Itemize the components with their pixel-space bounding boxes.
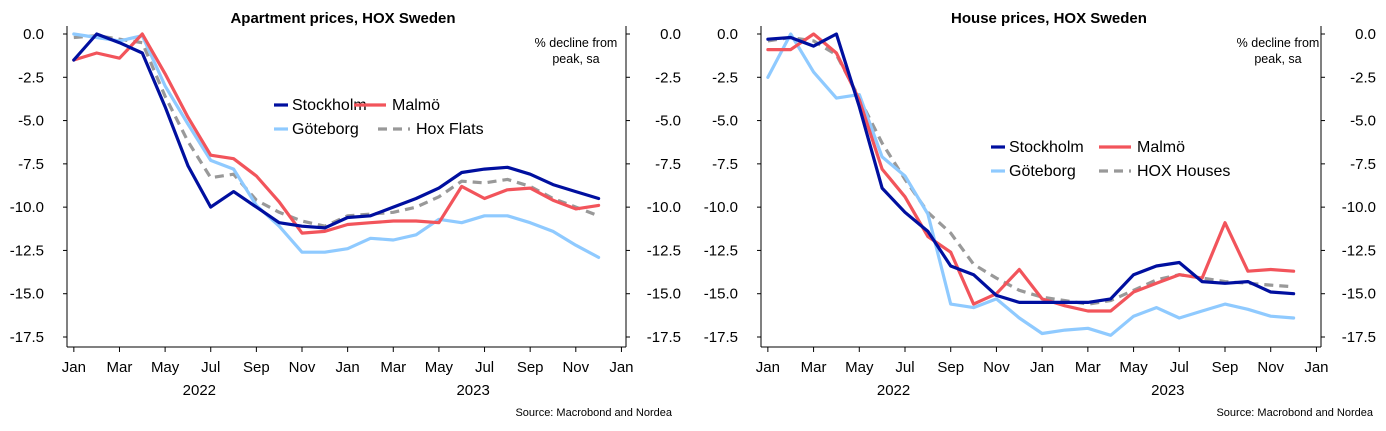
chart2-xtick-label: Sep xyxy=(1212,359,1239,376)
chart2-xtick-label: Jan xyxy=(1030,359,1054,376)
chart1-xtick-label: Jan xyxy=(336,359,360,376)
chart1-ytick-label-left: -12.5 xyxy=(10,242,44,259)
chart1-xtick-label: Jul xyxy=(201,359,220,376)
chart2-year-label: 2023 xyxy=(1151,382,1184,399)
chart1-ytick-label-left: -17.5 xyxy=(10,329,44,346)
chart2-ytick-label-right: -5.0 xyxy=(1350,113,1376,130)
chart1-ytick-label-right: -5.0 xyxy=(655,113,681,130)
chart2-legend-label: Malmö xyxy=(1137,139,1185,156)
chart1-xtick-label: May xyxy=(151,359,180,376)
chart2-title: House prices, HOX Sweden xyxy=(951,10,1147,27)
chart1-ytick-label-right: -15.0 xyxy=(647,286,681,303)
chart1-xtick-label: Jan xyxy=(609,359,633,376)
chart2-series-g-teborg-line xyxy=(766,32,1296,337)
chart1-xtick-label: Nov xyxy=(562,359,589,376)
chart1-legend-label: Göteborg xyxy=(292,121,359,138)
chart1-legend-label: Stockholm xyxy=(292,97,367,114)
chart2-xtick-label: Jul xyxy=(1170,359,1189,376)
chart1-xtick-label: Mar xyxy=(107,359,133,376)
chart1-xtick-label: May xyxy=(425,359,454,376)
chart1-series-malm--line xyxy=(72,32,601,235)
chart1-xtick-label: Sep xyxy=(243,359,270,376)
chart1-annotation: % decline from xyxy=(535,36,618,50)
chart2-ytick-label-left: -2.5 xyxy=(712,69,738,86)
chart2-series-stockholm-line xyxy=(766,32,1296,304)
chart2-source: Source: Macrobond and Nordea xyxy=(1216,407,1373,419)
chart1-ytick-label-left: -10.0 xyxy=(10,199,44,216)
chart1-year-label: 2022 xyxy=(183,382,216,399)
chart1-series-stockholm-line xyxy=(72,32,601,230)
chart1-ytick-label-left: -5.0 xyxy=(18,113,44,130)
chart1-annotation: peak, sa xyxy=(552,52,599,66)
chart2-xtick-label: Mar xyxy=(1075,359,1101,376)
chart1-ytick-label-left: 0.0 xyxy=(23,26,44,43)
chart2-ytick-label-right: -10.0 xyxy=(1342,199,1376,216)
chart1-xtick-label: Sep xyxy=(517,359,544,376)
chart2-xtick-label: Jan xyxy=(756,359,780,376)
chart2-xtick-label: May xyxy=(1119,359,1148,376)
chart2-ytick-label-right: -2.5 xyxy=(1350,69,1376,86)
chart2-xtick-label: Sep xyxy=(937,359,964,376)
chart1-ytick-label-right: -7.5 xyxy=(655,156,681,173)
chart2-ytick-label-right: -12.5 xyxy=(1342,242,1376,259)
chart1-year-label: 2023 xyxy=(456,382,489,399)
chart1-legend-label: Malmö xyxy=(392,97,440,114)
chart2-ytick-label-right: 0.0 xyxy=(1355,26,1376,43)
chart1-ytick-label-right: -2.5 xyxy=(655,69,681,86)
chart1-xtick-label: Jan xyxy=(62,359,86,376)
chart1-ytick-label-left: -7.5 xyxy=(18,156,44,173)
chart1-ytick-label-left: -2.5 xyxy=(18,69,44,86)
chart2-ytick-label-left: -10.0 xyxy=(704,199,738,216)
chart1-xtick-label: Nov xyxy=(289,359,316,376)
chart2-xtick-label: May xyxy=(845,359,874,376)
chart2-xtick-label: Nov xyxy=(1257,359,1284,376)
chart2-ytick-label-left: -12.5 xyxy=(704,242,738,259)
chart2-ytick-label-right: -17.5 xyxy=(1342,329,1376,346)
chart2-ytick-label-right: -15.0 xyxy=(1342,286,1376,303)
chart1-ytick-label-left: -15.0 xyxy=(10,286,44,303)
chart1-series-g-teborg-line xyxy=(72,32,601,259)
chart1-xtick-label: Mar xyxy=(380,359,406,376)
chart2-legend-label: HOX Houses xyxy=(1137,163,1230,180)
chart2-xtick-label: Jan xyxy=(1304,359,1328,376)
chart2-ytick-label-right: -7.5 xyxy=(1350,156,1376,173)
chart2-year-label: 2022 xyxy=(877,382,910,399)
chart1-ytick-label-right: 0.0 xyxy=(660,26,681,43)
chart2-ytick-label-left: -17.5 xyxy=(704,329,738,346)
chart2-annotation: peak, sa xyxy=(1254,52,1301,66)
chart2-ytick-label-left: -5.0 xyxy=(712,113,738,130)
chart2-xtick-label: Jul xyxy=(895,359,914,376)
chart2-legend-label: Göteborg xyxy=(1009,163,1076,180)
chart2-legend-label: Stockholm xyxy=(1009,139,1084,156)
chart1-ytick-label-right: -10.0 xyxy=(647,199,681,216)
chart2-ytick-label-left: -7.5 xyxy=(712,156,738,173)
chart1-ytick-label-right: -12.5 xyxy=(647,242,681,259)
chart1-title: Apartment prices, HOX Sweden xyxy=(230,10,455,27)
chart2-ytick-label-left: -15.0 xyxy=(704,286,738,303)
chart2-xtick-label: Mar xyxy=(801,359,827,376)
chart1-source: Source: Macrobond and Nordea xyxy=(515,407,672,419)
chart2-annotation: % decline from xyxy=(1237,36,1320,50)
chart2-ytick-label-left: 0.0 xyxy=(717,26,738,43)
chart1-legend-label: Hox Flats xyxy=(416,121,484,138)
chart1-ytick-label-right: -17.5 xyxy=(647,329,681,346)
chart2-xtick-label: Nov xyxy=(983,359,1010,376)
chart1-xtick-label: Jul xyxy=(475,359,494,376)
